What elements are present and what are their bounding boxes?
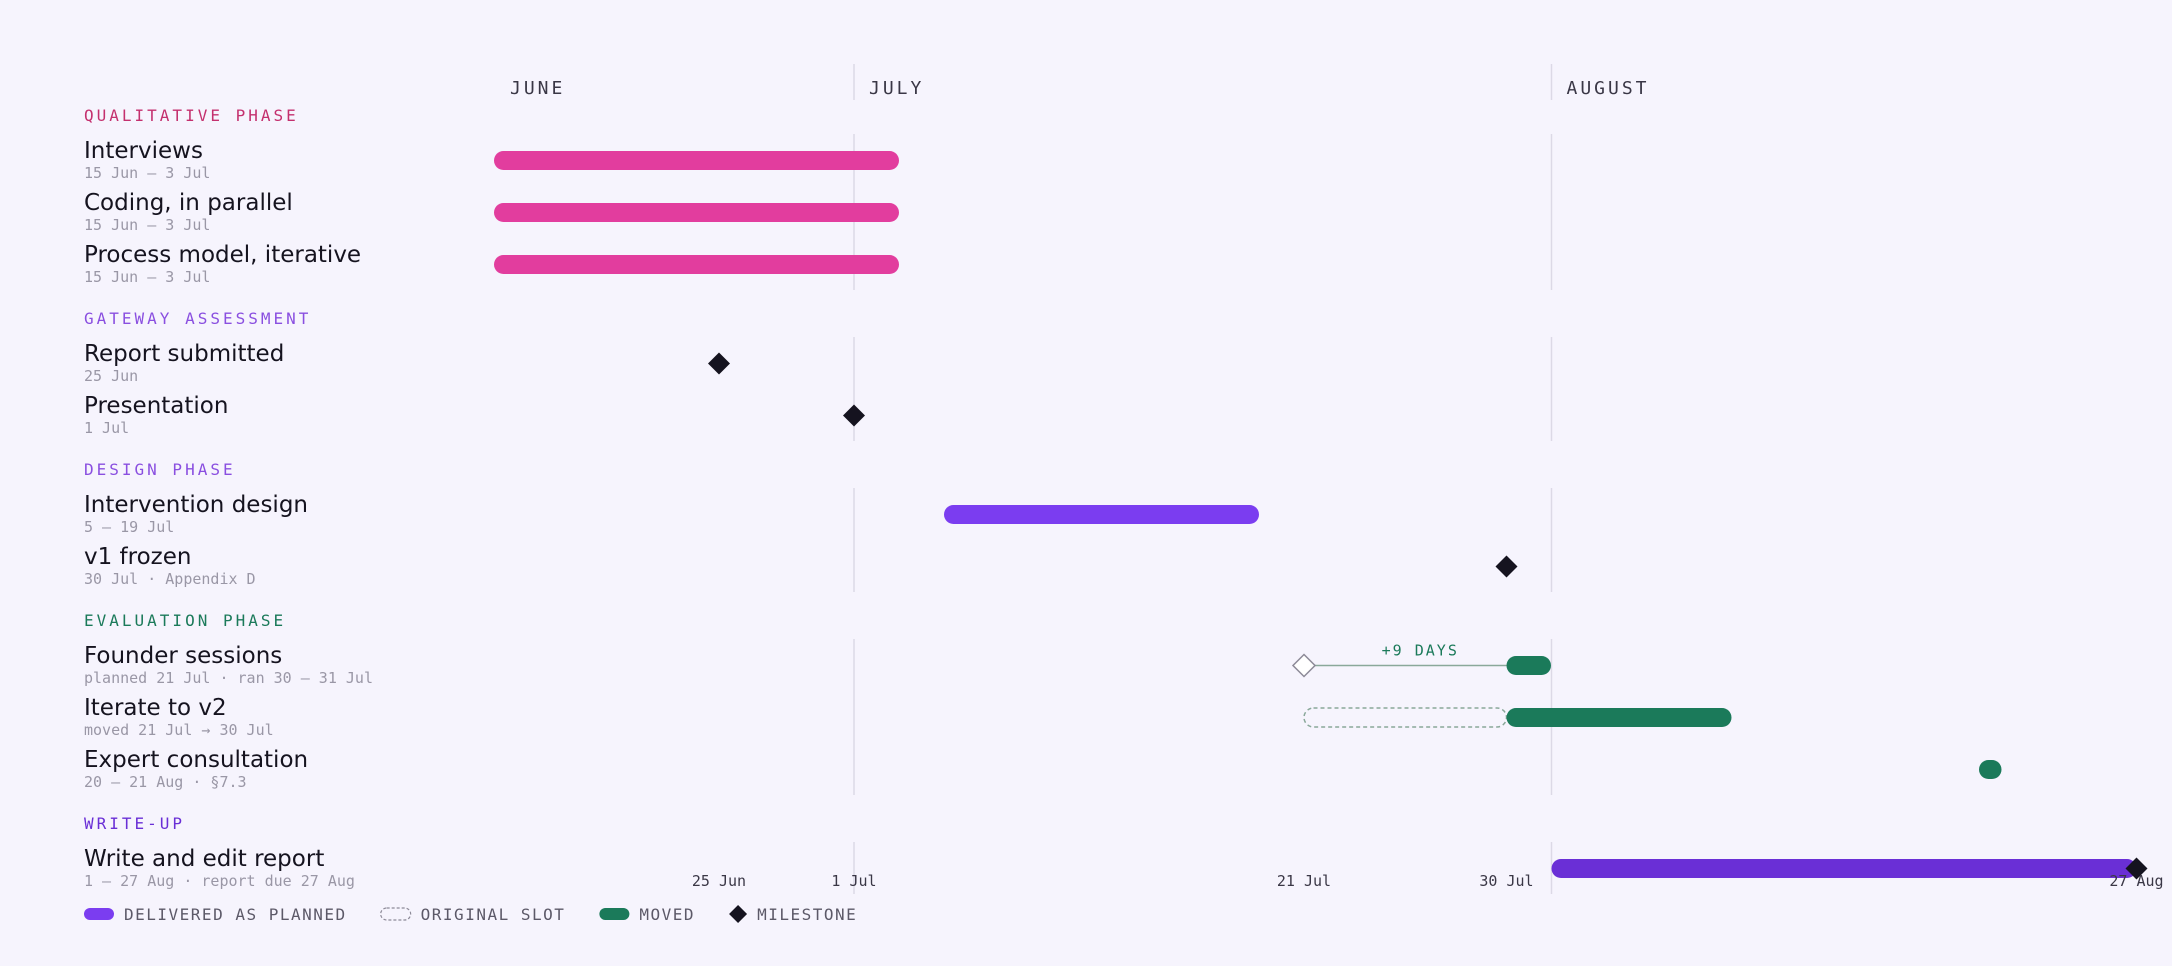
task-dates-gateway-1: 1 Jul	[84, 419, 129, 437]
tick-label-1: 1 Jul	[831, 872, 876, 890]
task-bar-qualitative-0	[494, 151, 899, 170]
tick-label-4: 27 Aug	[2109, 872, 2163, 890]
task-dates-evaluation-1: moved 21 Jul → 30 Jul	[84, 721, 274, 739]
original-date-marker-evaluation-0	[1291, 653, 1317, 678]
task-name-gateway-0: Report submitted	[84, 341, 284, 367]
task-bar-evaluation-2	[1979, 760, 2002, 779]
legend-label-3: MILESTONE	[757, 905, 857, 924]
task-dates-writeup-0: 1 – 27 Aug · report due 27 Aug	[84, 872, 355, 890]
legend-swatch-3	[729, 905, 748, 923]
tick-label-3: 30 Jul	[1479, 872, 1533, 890]
task-dates-gateway-0: 25 Jun	[84, 367, 138, 385]
task-name-gateway-1: Presentation	[84, 393, 228, 419]
tick-label-0: 25 Jun	[692, 872, 746, 890]
task-bar-qualitative-1	[494, 203, 899, 222]
task-name-evaluation-2: Expert consultation	[84, 747, 308, 773]
legend-label-0: DELIVERED AS PLANNED	[124, 905, 347, 924]
task-bar-design-0	[944, 505, 1259, 524]
task-dates-design-1: 30 Jul · Appendix D	[84, 570, 256, 588]
milestone-marker-writeup-0	[2125, 857, 2148, 880]
legend-label-2: MOVED	[639, 905, 695, 924]
task-name-evaluation-1: Iterate to v2	[84, 695, 227, 721]
legend-swatch-1	[380, 907, 412, 921]
tick-label-2: 21 Jul	[1277, 872, 1331, 890]
milestone-marker-gateway-1	[843, 404, 865, 427]
phase-label-evaluation: EVALUATION PHASE	[84, 611, 286, 630]
phase-label-gateway: GATEWAY ASSESSMENT	[84, 309, 311, 328]
task-dates-qualitative-0: 15 Jun – 3 Jul	[84, 164, 210, 182]
task-name-qualitative-2: Process model, iterative	[84, 242, 361, 268]
legend-swatch-2	[599, 908, 630, 920]
phase-label-writeup: WRITE-UP	[84, 814, 185, 833]
task-dates-evaluation-2: 20 – 21 Aug · §7.3	[84, 773, 247, 791]
phase-label-design: DESIGN PHASE	[84, 460, 236, 479]
task-name-writeup-0: Write and edit report	[84, 846, 324, 872]
phase-label-qualitative: QUALITATIVE PHASE	[84, 106, 299, 125]
legend-label-1: ORIGINAL SLOT	[421, 905, 566, 924]
task-bar-evaluation-1	[1506, 708, 1732, 727]
task-bar-qualitative-2	[494, 255, 899, 274]
month-label-june: JUNE	[510, 78, 565, 99]
milestone-marker-design-1	[1495, 555, 1518, 578]
shift-annotation-evaluation-0: +9 DAYS	[1382, 642, 1459, 660]
original-slot-evaluation-1	[1303, 707, 1508, 728]
task-bar-evaluation-0	[1506, 656, 1551, 675]
task-name-evaluation-0: Founder sessions	[84, 643, 282, 669]
task-dates-design-0: 5 – 19 Jul	[84, 518, 174, 536]
task-bar-writeup-0	[1551, 859, 2137, 878]
milestone-marker-gateway-0	[708, 352, 730, 375]
task-name-design-0: Intervention design	[84, 492, 308, 518]
task-dates-evaluation-0: planned 21 Jul · ran 30 – 31 Jul	[84, 669, 373, 687]
task-name-qualitative-1: Coding, in parallel	[84, 190, 293, 216]
month-label-august: AUGUST	[1567, 78, 1650, 99]
task-name-design-1: v1 frozen	[84, 544, 191, 570]
task-dates-qualitative-2: 15 Jun – 3 Jul	[84, 268, 210, 286]
month-label-july: JULY	[869, 78, 924, 99]
task-name-qualitative-0: Interviews	[84, 138, 203, 164]
legend-swatch-0	[84, 908, 114, 920]
task-dates-qualitative-1: 15 Jun – 3 Jul	[84, 216, 210, 234]
